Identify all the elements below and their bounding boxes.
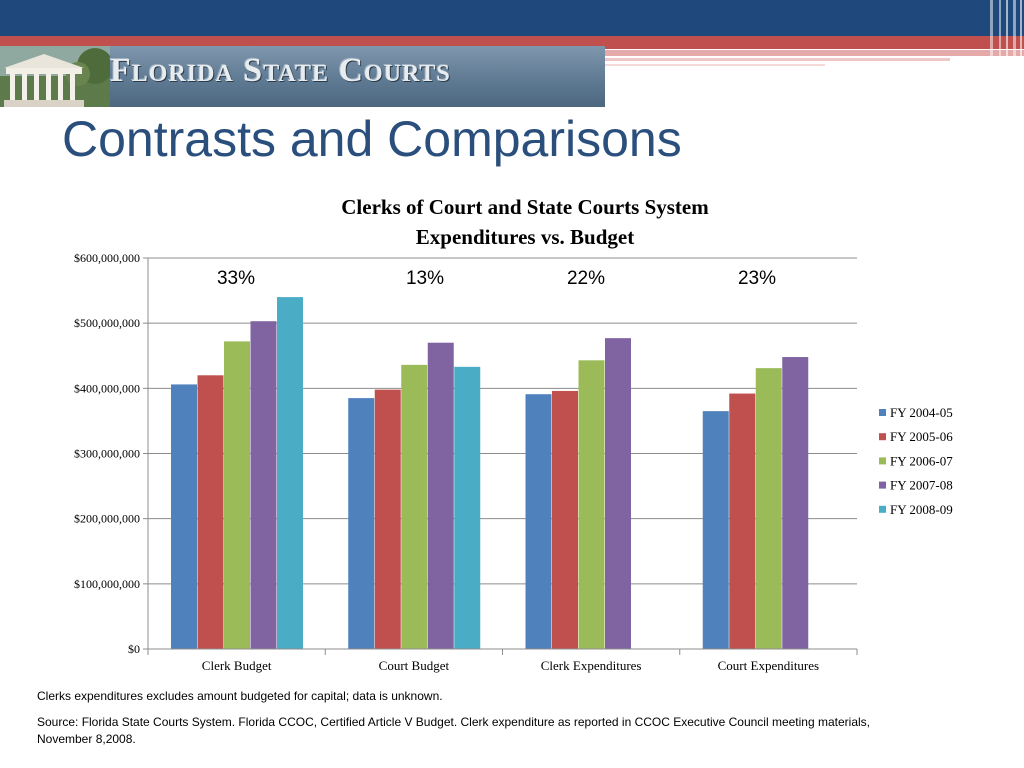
x-tick-label: Clerk Expenditures	[541, 658, 642, 673]
legend-label: FY 2008-09	[890, 502, 953, 517]
bar	[525, 394, 552, 649]
x-axis-labels: Clerk Budget Court Budget Clerk Expenditur…	[202, 658, 819, 673]
y-tick-label: $600,000,000	[74, 251, 140, 265]
header-red-bar	[0, 36, 1024, 49]
x-tick-label: Court Expenditures	[718, 658, 819, 673]
header-pink-stripe-thin	[605, 58, 950, 61]
header-navy-bar	[0, 0, 1024, 36]
bar	[224, 341, 250, 649]
header-vertical-line	[1013, 0, 1016, 70]
footnote-clerk-expenditures: Clerks expenditures excludes amount budg…	[37, 689, 443, 703]
x-tick-label: Court Budget	[379, 658, 450, 673]
legend-label: FY 2007-08	[890, 478, 953, 493]
header-vertical-line	[990, 0, 993, 70]
florida-state-courts-banner: Florida State Courts	[0, 46, 605, 107]
legend-swatch	[879, 409, 886, 416]
legend-swatch	[879, 505, 886, 513]
bar	[702, 411, 729, 649]
bar	[755, 368, 782, 649]
axes	[147, 258, 858, 655]
legend-swatch	[879, 433, 886, 441]
bars	[171, 297, 809, 649]
bar	[454, 366, 481, 649]
percent-annotation: 13%	[406, 268, 444, 289]
banner-logo-text: Florida State Courts	[110, 52, 451, 89]
bar	[729, 393, 756, 649]
header-vertical-line	[1020, 0, 1022, 70]
footnote-source-line1: Source: Florida State Courts System. Flo…	[37, 715, 871, 729]
legend-swatch	[879, 457, 886, 465]
y-tick-label: $0	[128, 642, 140, 656]
bar	[250, 321, 277, 649]
y-tick-label: $200,000,000	[74, 512, 140, 526]
header-pink-stripe	[605, 50, 1024, 56]
chart-title-line1: Clerks of Court and State Courts System	[341, 195, 709, 219]
bar	[605, 338, 631, 649]
y-axis-ticks: $0 $100,000,000 $200,000,000 $300,000,000 $4…	[74, 251, 148, 656]
header-vertical-line	[999, 0, 1001, 70]
bar	[552, 390, 578, 649]
y-tick-label: $500,000,000	[74, 316, 140, 330]
footnote-source: Source: Florida State Courts System. Flo…	[37, 714, 870, 748]
y-tick-label: $400,000,000	[74, 381, 140, 395]
y-tick-label: $100,000,000	[74, 577, 140, 591]
slide-title: Contrasts and Comparisons	[62, 111, 682, 167]
legend-label: FY 2005-06	[890, 429, 953, 444]
legend-swatch	[879, 481, 886, 489]
bar	[197, 375, 224, 649]
percent-annotations: 33% 13% 22% 23%	[217, 268, 776, 289]
legend-label: FY 2006-07	[890, 453, 953, 468]
footnote-source-line2: November 8,2008.	[37, 732, 136, 746]
percent-annotation: 33%	[217, 268, 255, 289]
bar	[782, 357, 809, 649]
chart-title-line2: Expenditures vs. Budget	[416, 225, 634, 249]
x-tick-label: Clerk Budget	[202, 658, 272, 673]
capitol-building-image	[0, 46, 110, 107]
header-vertical-line	[1006, 0, 1008, 70]
percent-annotation: 22%	[567, 268, 605, 289]
bar	[171, 384, 197, 649]
bar	[374, 389, 401, 649]
bar	[401, 364, 428, 649]
header-pink-stripe-thinner	[605, 64, 825, 66]
bar	[427, 342, 454, 649]
bar	[578, 360, 605, 649]
bar	[348, 398, 375, 649]
header-bars	[0, 0, 1024, 70]
legend: FY 2004-05 FY 2005-06 FY 2006-07 FY 2007-08…	[879, 405, 953, 517]
y-tick-label: $300,000,000	[74, 447, 140, 461]
bar	[277, 297, 303, 649]
legend-label: FY 2004-05	[890, 405, 953, 420]
percent-annotation: 23%	[738, 268, 776, 289]
